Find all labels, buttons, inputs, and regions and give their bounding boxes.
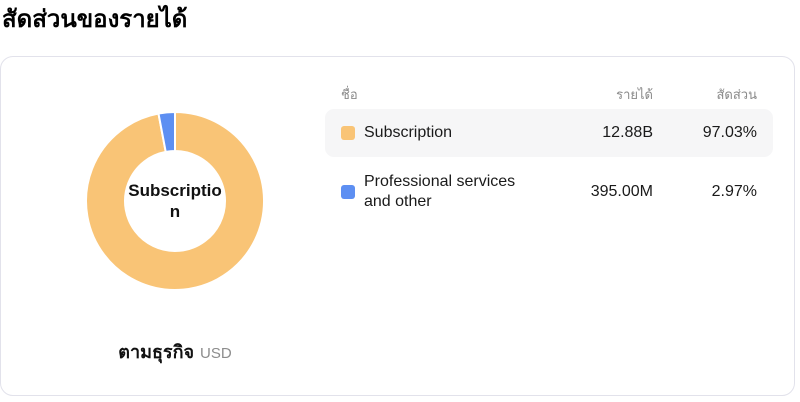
table-header-row: ชื่อ รายได้ สัดส่วน (325, 83, 773, 105)
revenue-breakdown-card: Subscription ตามธุรกิจ USD ชื่อ รายได้ สั… (0, 56, 795, 396)
table-row[interactable]: Professional services and other 395.00M … (325, 161, 773, 223)
row-revenue: 12.88B (602, 124, 653, 141)
header-revenue: รายได้ (616, 86, 653, 102)
donut-slice[interactable] (157, 111, 176, 153)
chart-footer-label: ตามธุรกิจ (118, 342, 195, 362)
row-name-cell: Subscription (341, 123, 533, 143)
header-share: สัดส่วน (716, 86, 758, 102)
row-share: 2.97% (711, 183, 757, 200)
row-name: Subscription (364, 124, 453, 141)
row-name: Professional services and other (364, 173, 516, 210)
page-title: สัดส่วนของรายได้ (2, 6, 188, 33)
legend-swatch-subscription (341, 126, 355, 140)
header-name: ชื่อ (341, 86, 358, 102)
row-share: 97.03% (702, 124, 757, 141)
row-revenue: 395.00M (590, 183, 653, 200)
chart-footer-unit: USD (200, 345, 232, 362)
row-name-cell: Professional services and other (341, 172, 533, 212)
legend-swatch-professional-services (341, 185, 355, 199)
breakdown-table: ชื่อ รายได้ สัดส่วน Subscription 12.88B … (325, 83, 773, 223)
donut-chart[interactable]: Subscription (75, 101, 275, 301)
table-row[interactable]: Subscription 12.88B 97.03% (325, 109, 773, 157)
donut-chart-svg (85, 111, 266, 291)
chart-footer: ตามธุรกิจ USD (25, 337, 325, 366)
donut-slice[interactable] (85, 111, 266, 291)
donut-center-label: Subscription (128, 181, 222, 221)
